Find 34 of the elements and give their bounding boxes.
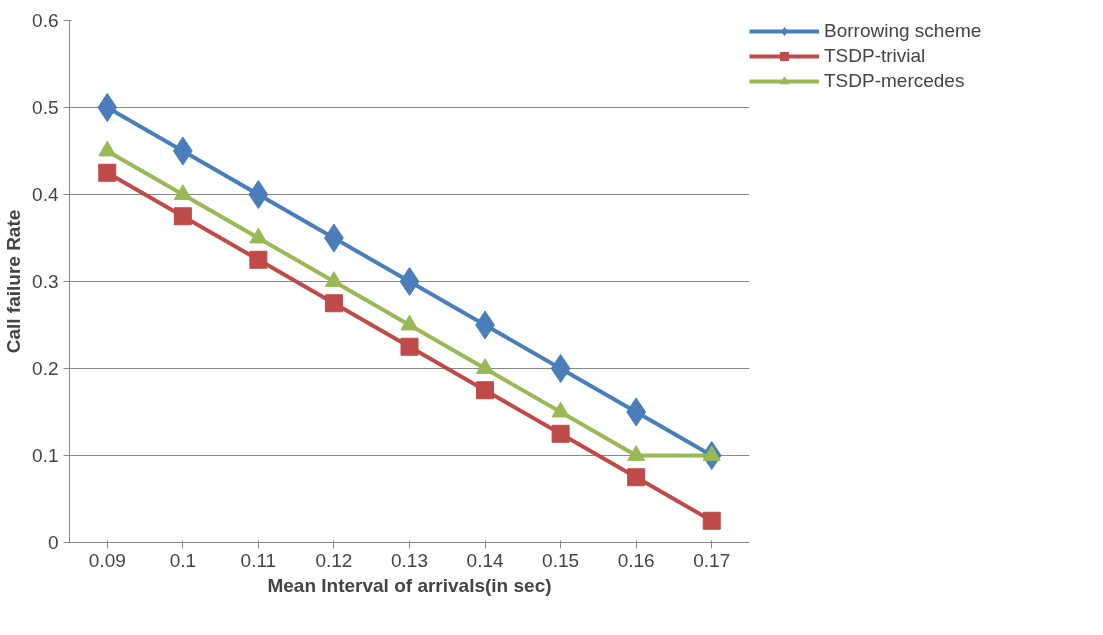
y-tick-label: 0.1 [32,445,59,466]
x-axis-title: Mean Interval of arrivals(in sec) [267,574,552,596]
point [551,424,570,443]
x-tick-label: 0.09 [88,549,126,571]
point [248,180,269,209]
x-tick-label: 0.11 [240,549,277,571]
point [249,250,268,269]
point [399,267,420,296]
y-axis-title: Call failure Rate [3,209,25,354]
legend-label: Borrowing scheme [824,20,982,42]
x-tick-label: 0.17 [693,549,731,571]
point [627,468,646,487]
point [173,207,192,226]
point [98,163,117,182]
y-tick-label: 0 [47,532,59,553]
x-tick-label: 0.14 [466,549,504,571]
legend-label: TSDP-mercedes [824,70,965,92]
legend-label: TSDP-trivial [824,45,926,67]
x-tick-label: 0.16 [617,549,655,571]
point [476,381,495,400]
point [324,294,343,313]
point [400,337,419,356]
x-tick-label: 0.1 [169,549,197,571]
y-tick-label: 0.6 [32,10,59,31]
x-tick-label: 0.12 [315,549,353,571]
x-tick-label: 0.15 [542,549,580,571]
y-tick-label: 0.5 [32,97,59,118]
x-tick-label: 0.13 [391,549,428,571]
y-tick-label: 0.4 [32,184,59,205]
y-tick-label: 0.2 [32,358,59,379]
y-tick-label: 0.3 [32,271,59,292]
point [550,354,571,383]
point [702,511,721,530]
point [97,93,118,122]
